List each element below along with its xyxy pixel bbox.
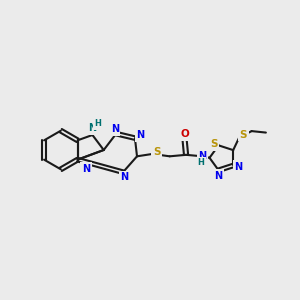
Text: S: S	[239, 130, 247, 140]
Text: S: S	[210, 139, 218, 149]
Text: H: H	[197, 158, 204, 167]
Text: N: N	[111, 124, 119, 134]
Text: N: N	[136, 130, 144, 140]
Text: N: N	[198, 151, 206, 161]
Text: N: N	[214, 171, 223, 181]
Text: S: S	[153, 147, 160, 157]
Text: N: N	[121, 172, 129, 182]
Text: N: N	[235, 162, 243, 172]
Text: N: N	[82, 164, 90, 174]
Text: H: H	[94, 119, 101, 128]
Text: N: N	[88, 124, 97, 134]
Text: O: O	[180, 129, 189, 139]
